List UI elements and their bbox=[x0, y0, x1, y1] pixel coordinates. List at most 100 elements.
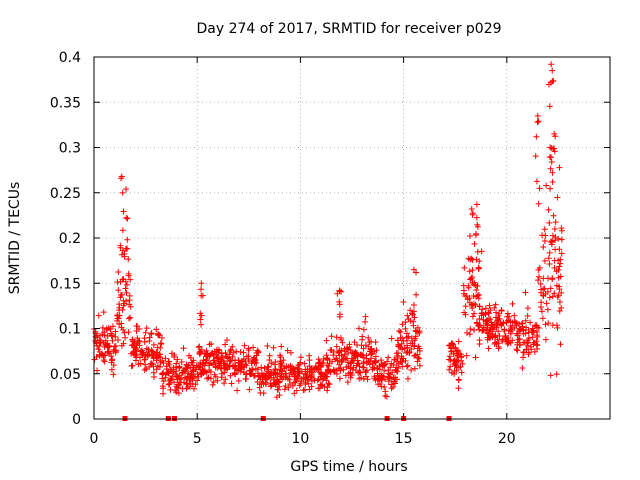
data-point bbox=[408, 346, 415, 353]
data-point bbox=[281, 386, 288, 393]
data-point bbox=[479, 306, 486, 313]
data-point bbox=[483, 317, 490, 324]
data-point bbox=[539, 308, 546, 315]
data-point bbox=[355, 325, 362, 332]
data-point bbox=[471, 327, 478, 334]
data-point bbox=[237, 348, 244, 355]
data-point bbox=[206, 367, 213, 374]
x-tick-label: 20 bbox=[498, 431, 516, 447]
data-point bbox=[125, 329, 132, 336]
data-point bbox=[123, 289, 130, 296]
data-point bbox=[532, 322, 539, 329]
data-point bbox=[227, 348, 234, 355]
data-point bbox=[554, 194, 561, 201]
data-point bbox=[194, 377, 201, 384]
data-point bbox=[304, 372, 311, 379]
data-point bbox=[467, 326, 474, 333]
data-point bbox=[412, 352, 419, 359]
data-point bbox=[556, 246, 563, 253]
data-point bbox=[240, 349, 247, 356]
data-point bbox=[263, 381, 270, 388]
data-point bbox=[210, 379, 217, 386]
data-point bbox=[347, 374, 354, 381]
data-point bbox=[501, 327, 508, 334]
data-point bbox=[249, 366, 256, 373]
data-point-peak bbox=[122, 186, 129, 193]
data-point-peak bbox=[198, 292, 205, 299]
data-point bbox=[381, 383, 388, 390]
data-point bbox=[214, 354, 221, 361]
data-point bbox=[317, 381, 324, 388]
data-point bbox=[383, 393, 390, 400]
data-point bbox=[455, 377, 462, 384]
data-point bbox=[277, 354, 284, 361]
data-point bbox=[476, 258, 483, 265]
data-point bbox=[450, 350, 457, 357]
data-point bbox=[482, 305, 489, 312]
data-point bbox=[408, 366, 415, 373]
data-point bbox=[407, 307, 414, 314]
data-point bbox=[506, 313, 513, 320]
data-point bbox=[519, 323, 526, 330]
data-point bbox=[451, 361, 458, 368]
data-point bbox=[517, 326, 524, 333]
data-point bbox=[342, 372, 349, 379]
data-point bbox=[108, 366, 115, 373]
data-point bbox=[332, 356, 339, 363]
data-point bbox=[483, 320, 490, 327]
data-point bbox=[122, 285, 129, 292]
data-point bbox=[401, 345, 408, 352]
data-point bbox=[268, 371, 275, 378]
data-point bbox=[172, 387, 179, 394]
data-point bbox=[473, 286, 480, 293]
data-point bbox=[464, 329, 471, 336]
data-point bbox=[395, 365, 402, 372]
data-point bbox=[168, 350, 175, 357]
y-axis-label: SRMTID / TECUs bbox=[7, 182, 23, 295]
data-point bbox=[378, 357, 385, 364]
data-point bbox=[336, 375, 343, 382]
data-point bbox=[512, 319, 519, 326]
data-point bbox=[216, 347, 223, 354]
data-point bbox=[546, 249, 553, 256]
data-point bbox=[210, 361, 217, 368]
data-point bbox=[109, 356, 116, 363]
data-point bbox=[311, 377, 318, 384]
data-point bbox=[468, 275, 475, 282]
data-point bbox=[399, 335, 406, 342]
y-tick-label: 0.3 bbox=[59, 141, 81, 157]
data-point bbox=[168, 375, 175, 382]
data-point bbox=[336, 352, 343, 359]
data-point bbox=[554, 293, 561, 300]
data-point bbox=[206, 352, 213, 359]
data-point bbox=[558, 225, 565, 232]
data-point bbox=[217, 365, 224, 372]
data-point bbox=[456, 350, 463, 357]
data-point bbox=[178, 358, 185, 365]
data-point-peak bbox=[546, 153, 553, 160]
data-point bbox=[277, 367, 284, 374]
data-point bbox=[172, 364, 179, 371]
data-point bbox=[389, 369, 396, 376]
data-point bbox=[496, 310, 503, 317]
x-tick-label: 0 bbox=[90, 431, 99, 447]
data-point bbox=[143, 345, 150, 352]
data-point bbox=[95, 312, 102, 319]
data-point bbox=[372, 339, 379, 346]
data-point bbox=[135, 361, 142, 368]
data-point bbox=[154, 344, 161, 351]
data-point bbox=[407, 340, 414, 347]
y-axis: 0 0.05 0.1 0.15 0.2 0.25 0.3 0.35 0.4 bbox=[50, 50, 610, 428]
data-point bbox=[544, 275, 551, 282]
data-point bbox=[148, 347, 155, 354]
data-point bbox=[416, 345, 423, 352]
data-point bbox=[349, 366, 356, 373]
data-point bbox=[133, 323, 140, 330]
data-point-peak bbox=[466, 232, 473, 239]
data-point bbox=[143, 365, 150, 372]
data-point bbox=[333, 367, 340, 374]
data-point bbox=[348, 372, 355, 379]
data-point bbox=[256, 372, 263, 379]
data-point bbox=[284, 347, 291, 354]
data-point bbox=[254, 366, 261, 373]
